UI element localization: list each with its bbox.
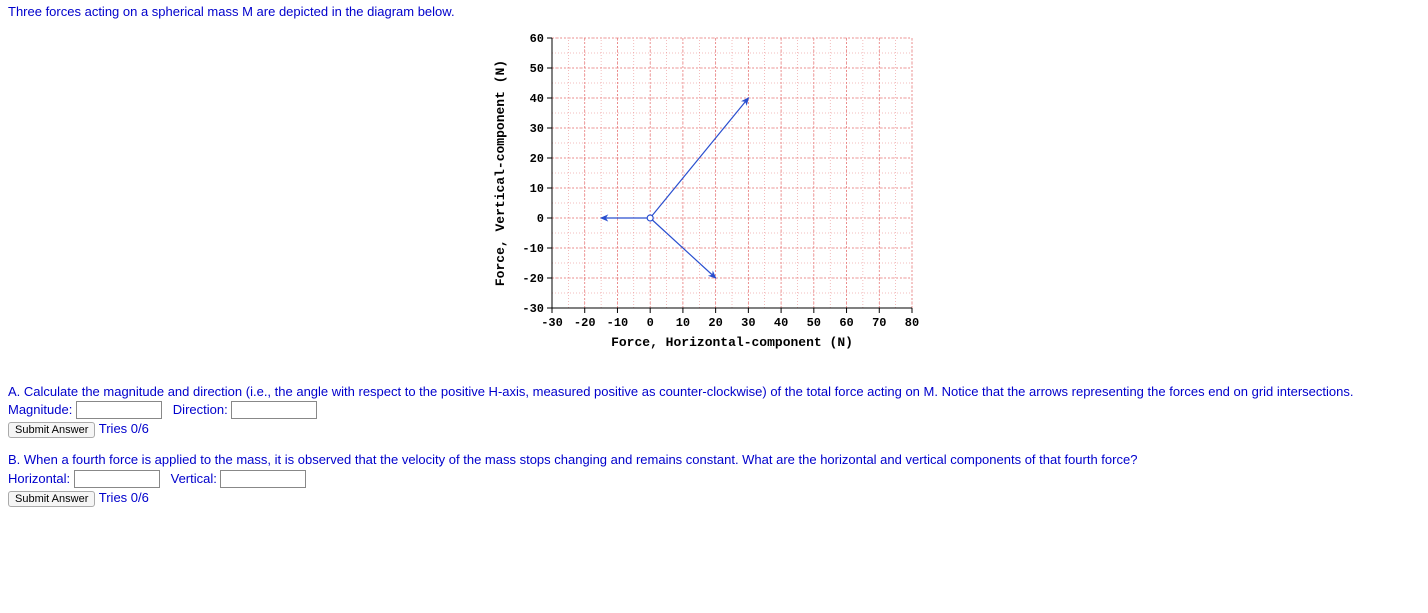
svg-text:20: 20 xyxy=(530,152,544,166)
svg-text:30: 30 xyxy=(741,316,755,330)
tries-a-label: Tries 0/6 xyxy=(99,421,149,436)
svg-text:30: 30 xyxy=(530,122,544,136)
submit-a-button[interactable]: Submit Answer xyxy=(8,422,95,438)
svg-text:80: 80 xyxy=(905,316,919,330)
svg-text:70: 70 xyxy=(872,316,886,330)
submit-b-button[interactable]: Submit Answer xyxy=(8,491,95,507)
direction-label: Direction: xyxy=(173,402,228,417)
svg-text:50: 50 xyxy=(807,316,821,330)
horizontal-label: Horizontal: xyxy=(8,471,70,486)
problem-intro: Three forces acting on a spherical mass … xyxy=(8,4,1420,20)
horizontal-input[interactable] xyxy=(74,470,160,488)
svg-text:0: 0 xyxy=(647,316,654,330)
svg-text:Force, Horizontal-component (N: Force, Horizontal-component (N) xyxy=(611,335,853,350)
svg-text:60: 60 xyxy=(530,32,544,46)
part-b-text: B. When a fourth force is applied to the… xyxy=(8,452,1420,468)
svg-text:-10: -10 xyxy=(607,316,629,330)
direction-input[interactable] xyxy=(231,401,317,419)
magnitude-label: Magnitude: xyxy=(8,402,72,417)
part-a-text: A. Calculate the magnitude and direction… xyxy=(8,384,1420,400)
svg-text:40: 40 xyxy=(530,92,544,106)
svg-text:-20: -20 xyxy=(574,316,596,330)
svg-text:50: 50 xyxy=(530,62,544,76)
svg-text:40: 40 xyxy=(774,316,788,330)
vertical-label: Vertical: xyxy=(171,471,217,486)
svg-text:-20: -20 xyxy=(522,272,544,286)
svg-text:-30: -30 xyxy=(522,302,544,316)
svg-text:Force, Vertical-component (N): Force, Vertical-component (N) xyxy=(493,59,508,285)
tries-b-label: Tries 0/6 xyxy=(99,490,149,505)
svg-text:20: 20 xyxy=(708,316,722,330)
magnitude-input[interactable] xyxy=(76,401,162,419)
svg-text:10: 10 xyxy=(530,182,544,196)
svg-text:-10: -10 xyxy=(522,242,544,256)
svg-text:10: 10 xyxy=(676,316,690,330)
force-diagram-chart: -30 -20 -10 0 10 20 30 40 50 60 -30 -20 -10 0 10 20 30 40… xyxy=(484,28,944,368)
svg-text:-30: -30 xyxy=(541,316,563,330)
svg-text:60: 60 xyxy=(839,316,853,330)
svg-text:0: 0 xyxy=(537,212,544,226)
vertical-input[interactable] xyxy=(220,470,306,488)
